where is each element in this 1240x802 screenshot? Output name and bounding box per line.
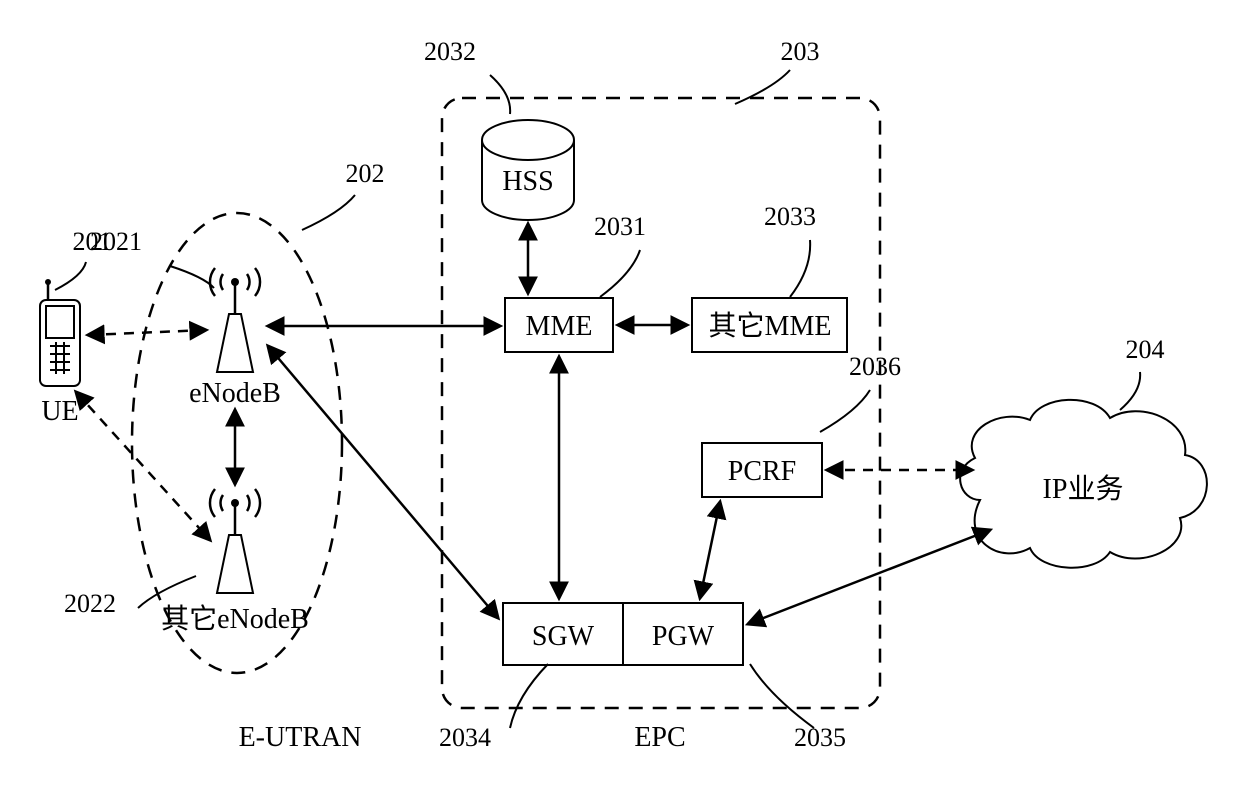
ref-num-hss: 2032 — [424, 37, 476, 66]
ref-leader-enb — [170, 266, 214, 288]
cloud-label: IP业务 — [1043, 473, 1124, 505]
ref-num-pcrf: 2036 — [849, 352, 901, 381]
ref-leader-pgw — [750, 664, 814, 728]
pcrf-label: PCRF — [728, 456, 797, 487]
hss-label: HSS — [502, 166, 553, 197]
edge-ue-enodeb — [88, 330, 206, 335]
ref-num-enb: 2021 — [90, 227, 142, 256]
other-mme-label: 其它MME — [709, 310, 832, 342]
cloud-node: IP业务 — [960, 400, 1207, 568]
ref-leader-pcrf — [820, 390, 870, 432]
pcrf-node: PCRF — [702, 443, 822, 497]
epc-label: EPC — [634, 722, 685, 753]
ref-leader-ommE — [790, 240, 810, 297]
sgw-label: SGW — [532, 621, 595, 652]
ue-icon — [40, 279, 80, 386]
ref-num-mme: 2031 — [594, 212, 646, 241]
ref-num-cloud: 204 — [1126, 335, 1165, 364]
enodeb-label: eNodeB — [189, 378, 281, 409]
enodeb-icon — [210, 268, 260, 372]
edge-ue-otherenb — [76, 392, 210, 540]
edge-enb-sgw — [268, 346, 498, 618]
mme-label: MME — [526, 311, 593, 342]
ref-leader-hss — [490, 75, 510, 114]
ref-leader-ue — [55, 262, 86, 290]
ref-num-pgw: 2035 — [794, 723, 846, 752]
ue-label: UE — [41, 396, 78, 427]
ref-num-epc: 203 — [781, 37, 820, 66]
mme-node: MME — [505, 298, 613, 352]
ref-leader-cloud — [1120, 372, 1140, 410]
edge-pgw-cloud — [748, 530, 990, 624]
hss-node: HSS — [482, 120, 574, 220]
ref-num-eutr: 202 — [346, 159, 385, 188]
pgw-label: PGW — [652, 621, 715, 652]
ref-leader-eutr — [302, 195, 355, 230]
eutran-label: E-UTRAN — [239, 722, 362, 753]
other-enodeb-icon — [210, 489, 260, 593]
sgw-node: SGW — [503, 603, 623, 665]
ref-num-oenb: 2022 — [64, 589, 116, 618]
ref-leader-sgw — [510, 664, 548, 728]
other-enodeb-label: 其它eNodeB — [161, 603, 309, 635]
other-mme-node: 其它MME — [692, 298, 847, 352]
ref-num-ommE: 2033 — [764, 202, 816, 231]
ref-leader-mme — [600, 250, 640, 297]
lte-network-diagram: UE eNodeB 其它eNodeB HSS MME 其它MME — [0, 0, 1240, 802]
edge-pcrf-pgw — [700, 502, 720, 598]
ref-num-sgw: 2034 — [439, 723, 491, 752]
pgw-node: PGW — [623, 603, 743, 665]
